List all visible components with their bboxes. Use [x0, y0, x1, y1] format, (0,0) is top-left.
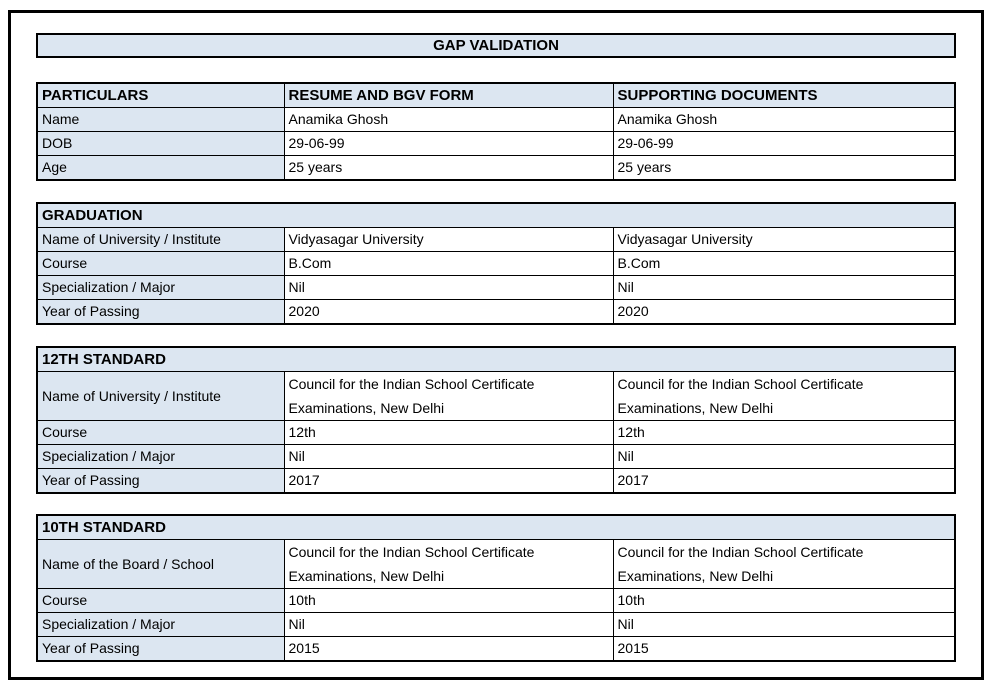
row-label: Year of Passing [36, 636, 285, 662]
resume-value: 2020 [283, 299, 614, 325]
supporting-value: 29-06-99 [612, 131, 956, 156]
column-header-resume-bgv: RESUME AND BGV FORM [283, 82, 614, 108]
table-row-course: Course B.Com B.Com [36, 251, 956, 276]
table-row-year-of-passing: Year of Passing 2015 2015 [36, 636, 956, 662]
table-row-year-of-passing: Year of Passing 2017 2017 [36, 468, 956, 494]
table-row-name: Name Anamika Ghosh Anamika Ghosh [36, 107, 956, 132]
section-heading-12th: 12TH STANDARD [36, 346, 956, 372]
supporting-value: 25 years [612, 155, 956, 181]
page-border [8, 10, 984, 680]
supporting-value: 12th [612, 420, 956, 445]
row-label: Course [36, 420, 285, 445]
row-label: Name of University / Institute [36, 371, 285, 421]
resume-value: B.Com [283, 251, 614, 276]
row-label: Specialization / Major [36, 275, 285, 300]
resume-value: 2017 [283, 468, 614, 494]
supporting-value: Anamika Ghosh [612, 107, 956, 132]
supporting-value: Vidyasagar University [612, 227, 956, 252]
table-header-row: PARTICULARS RESUME AND BGV FORM SUPPORTI… [36, 82, 956, 108]
section-header-row: GRADUATION [36, 202, 956, 228]
resume-value: Nil [283, 275, 614, 300]
row-label: Specialization / Major [36, 444, 285, 469]
row-label: Year of Passing [36, 299, 285, 325]
supporting-value: B.Com [612, 251, 956, 276]
row-label: Age [36, 155, 285, 181]
row-label: Name of University / Institute [36, 227, 285, 252]
resume-value: 10th [283, 588, 614, 613]
resume-value: Vidyasagar University [283, 227, 614, 252]
row-label: DOB [36, 131, 285, 156]
resume-value: Nil [283, 444, 614, 469]
graduation-table: GRADUATION Name of University / Institut… [36, 202, 956, 325]
supporting-value: 2020 [612, 299, 956, 325]
table-row-age: Age 25 years 25 years [36, 155, 956, 181]
supporting-value: Nil [612, 444, 956, 469]
column-header-supporting-docs: SUPPORTING DOCUMENTS [612, 82, 956, 108]
table-row-year-of-passing: Year of Passing 2020 2020 [36, 299, 956, 325]
table-row-course: Course 12th 12th [36, 420, 956, 445]
supporting-value: Council for the Indian School Certificat… [612, 371, 956, 421]
table-row-board-school: Name of the Board / School Council for t… [36, 539, 956, 589]
table-row-specialization: Specialization / Major Nil Nil [36, 612, 956, 637]
resume-value: Council for the Indian School Certificat… [283, 539, 614, 589]
row-label: Course [36, 588, 285, 613]
section-header-row: 10TH STANDARD [36, 514, 956, 540]
resume-value: Council for the Indian School Certificat… [283, 371, 614, 421]
resume-value: 2015 [283, 636, 614, 662]
section-heading-10th: 10TH STANDARD [36, 514, 956, 540]
section-heading-graduation: GRADUATION [36, 202, 956, 228]
resume-value: 29-06-99 [283, 131, 614, 156]
supporting-value: Nil [612, 612, 956, 637]
page-title: GAP VALIDATION [36, 33, 956, 58]
supporting-value: 2017 [612, 468, 956, 494]
table-row-university: Name of University / Institute Council f… [36, 371, 956, 421]
resume-value: 12th [283, 420, 614, 445]
table-row-specialization: Specialization / Major Nil Nil [36, 444, 956, 469]
row-label: Name of the Board / School [36, 539, 285, 589]
resume-value: Nil [283, 612, 614, 637]
table-row-specialization: Specialization / Major Nil Nil [36, 275, 956, 300]
table-row-dob: DOB 29-06-99 29-06-99 [36, 131, 956, 156]
resume-value: 25 years [283, 155, 614, 181]
resume-value: Anamika Ghosh [283, 107, 614, 132]
column-header-particulars: PARTICULARS [36, 82, 285, 108]
row-label: Specialization / Major [36, 612, 285, 637]
table-row-university: Name of University / Institute Vidyasaga… [36, 227, 956, 252]
table-row-course: Course 10th 10th [36, 588, 956, 613]
row-label: Year of Passing [36, 468, 285, 494]
tenth-standard-table: 10TH STANDARD Name of the Board / School… [36, 514, 956, 662]
row-label: Course [36, 251, 285, 276]
section-header-row: 12TH STANDARD [36, 346, 956, 372]
row-label: Name [36, 107, 285, 132]
supporting-value: Nil [612, 275, 956, 300]
supporting-value: Council for the Indian School Certificat… [612, 539, 956, 589]
twelfth-standard-table: 12TH STANDARD Name of University / Insti… [36, 346, 956, 494]
particulars-table: PARTICULARS RESUME AND BGV FORM SUPPORTI… [36, 82, 956, 181]
supporting-value: 2015 [612, 636, 956, 662]
supporting-value: 10th [612, 588, 956, 613]
